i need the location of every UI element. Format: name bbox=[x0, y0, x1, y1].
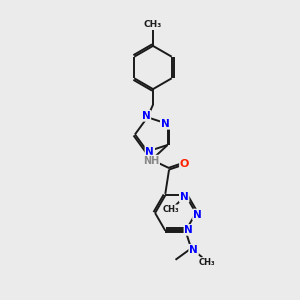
Text: NH: NH bbox=[143, 156, 159, 166]
Text: N: N bbox=[184, 225, 193, 235]
Text: O: O bbox=[180, 159, 189, 169]
Text: CH₃: CH₃ bbox=[144, 20, 162, 29]
Text: N: N bbox=[180, 192, 189, 202]
Text: N: N bbox=[189, 245, 198, 255]
Text: CH₃: CH₃ bbox=[163, 205, 180, 214]
Text: N: N bbox=[142, 111, 150, 121]
Text: N: N bbox=[193, 209, 202, 220]
Text: N: N bbox=[146, 146, 154, 157]
Text: CH₃: CH₃ bbox=[199, 258, 215, 267]
Text: N: N bbox=[161, 119, 170, 129]
